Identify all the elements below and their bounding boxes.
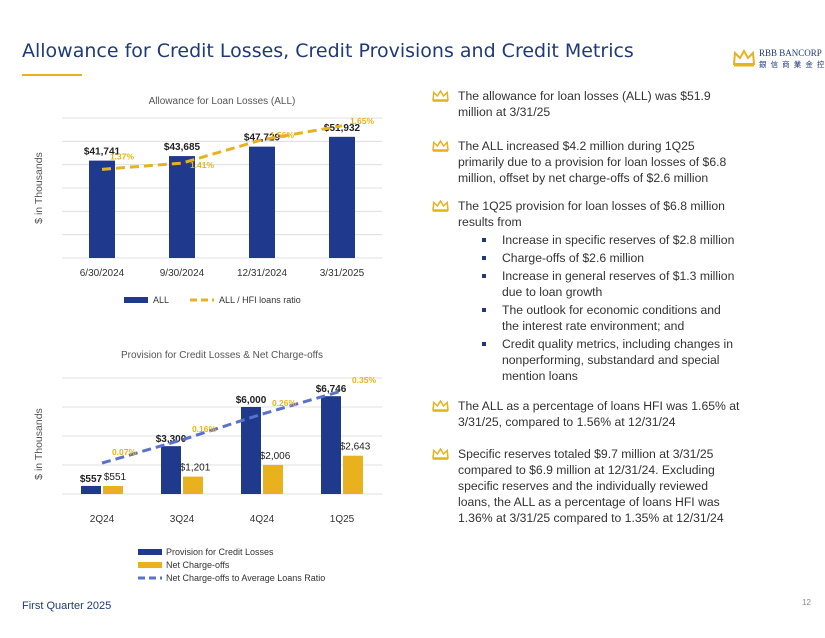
title-underline (22, 74, 82, 76)
crown-bullet-icon (432, 90, 449, 102)
bullet-text: The ALL increased $4.2 million during 1Q… (458, 139, 727, 185)
x-tick-label: 4Q24 (250, 514, 275, 525)
ratio-label: 0.35% (352, 375, 377, 385)
all-bar-label: $51,932 (324, 123, 361, 134)
legend-label-ratio: Net Charge-offs to Average Loans Ratio (166, 573, 325, 583)
sub-bullet-item: Charge-offs of $2.6 million (458, 250, 817, 266)
page-title: Allowance for Credit Losses, Credit Prov… (22, 40, 634, 62)
bullet-text: The ALL as a percentage of loans HFI was… (458, 399, 740, 429)
x-tick-label: 3/31/2025 (320, 268, 365, 279)
ratio-line (101, 389, 343, 465)
x-tick-label: 2Q24 (90, 514, 115, 525)
logo-chinese-name: 銀 信 商 業 金 控 (759, 60, 825, 69)
sub-bullet-list: Increase in specific reserves of $2.8 mi… (458, 232, 817, 384)
x-tick-label: 3Q24 (170, 514, 195, 525)
chart-title: Provision for Credit Losses & Net Charge… (121, 350, 323, 361)
x-tick-label: 1Q25 (330, 514, 355, 525)
all-bar-label: $43,685 (164, 142, 201, 153)
provision-bar (81, 485, 101, 494)
legend-swatch-net-charge-offs (138, 562, 162, 568)
legend-label-ratio: ALL / HFI loans ratio (219, 295, 301, 305)
provision-bar-label: $6,000 (236, 395, 267, 406)
bullet-item: The allowance for loan losses (ALL) was … (432, 88, 817, 120)
x-tick-label: 6/30/2024 (80, 268, 125, 279)
provision-bar-label: $6,746 (316, 384, 347, 395)
crown-bullet-icon (432, 400, 449, 412)
provision-bar (161, 446, 181, 494)
all-bar (169, 156, 195, 258)
legend-label-net-charge-offs: Net Charge-offs (166, 560, 230, 570)
bullet-item: The ALL increased $4.2 million during 1Q… (432, 138, 817, 186)
crown-bullet-icon (432, 448, 449, 460)
legend-swatch-provision (138, 549, 162, 555)
net-charge-off-label: $1,201 (180, 463, 211, 474)
logo-name: RBB BANCORP (759, 48, 822, 58)
legend-label-all: ALL (153, 295, 169, 305)
x-tick-label: 9/30/2024 (160, 268, 205, 279)
bullet-text: The allowance for loan losses (ALL) was … (458, 89, 711, 119)
legend-label-provision: Provision for Credit Losses (166, 547, 274, 557)
all-bar (329, 136, 355, 258)
bullet-text: Specific reserves totaled $9.7 million a… (458, 447, 724, 525)
sub-bullet-item: Increase in general reserves of $1.3 mil… (458, 268, 817, 300)
allowance-chart: Allowance for Loan Losses (ALL) $ in Thou… (0, 88, 420, 328)
allowance-chart-svg: Allowance for Loan Losses (ALL) $ in Thou… (33, 96, 382, 305)
bullet-item: The 1Q25 provision for loan losses of $6… (432, 198, 817, 384)
provision-chart-svg: Provision for Credit Losses & Net Charge… (33, 350, 382, 583)
net-charge-off-bar (103, 486, 123, 494)
crown-icon (732, 48, 756, 67)
company-logo: RBB BANCORP 銀 信 商 業 金 控 (732, 46, 825, 70)
ratio-label: 1.56% (270, 130, 295, 140)
ratio-label: 1.65% (350, 116, 375, 126)
ratio-label: 0.07% (112, 447, 137, 457)
footer-text: First Quarter 2025 (22, 600, 112, 612)
sub-bullet-item: The outlook for economic conditions and … (458, 302, 817, 334)
provision-bar (321, 396, 341, 494)
crown-bullet-icon (432, 140, 449, 152)
bullet-list: The allowance for loan losses (ALL) was … (432, 88, 817, 526)
x-tick-label: 12/31/2024 (237, 268, 287, 279)
sub-bullet-item: Credit quality metrics, including change… (458, 336, 817, 384)
page-number: 12 (802, 598, 811, 607)
all-bar-label: $41,741 (84, 147, 121, 158)
provision-bar (241, 407, 261, 494)
net-charge-off-label: $2,643 (340, 442, 371, 453)
sub-bullet-item: Increase in specific reserves of $2.8 mi… (458, 232, 817, 248)
all-bar-label: $47,729 (244, 133, 281, 144)
y-axis-label: $ in Thousands (33, 408, 45, 480)
net-charge-off-bar (343, 455, 363, 494)
provision-bar-label: $3,300 (156, 434, 187, 445)
ratio-label: 1.41% (190, 160, 215, 170)
ratio-label: 1.37% (110, 151, 135, 161)
provision-chart: Provision for Credit Losses & Net Charge… (0, 342, 420, 597)
net-charge-off-bar (263, 464, 283, 494)
net-charge-off-label: $551 (104, 472, 127, 483)
provision-bar-label: $557 (80, 474, 103, 485)
crown-bullet-icon (432, 200, 449, 212)
legend-swatch-all (124, 297, 148, 303)
ratio-label: 0.26% (272, 398, 297, 408)
bullet-item: The ALL as a percentage of loans HFI was… (432, 398, 817, 430)
y-axis-label: $ in Thousands (33, 152, 45, 224)
net-charge-off-label: $2,006 (260, 451, 291, 462)
ratio-line (101, 124, 343, 171)
ratio-label: 0.16% (192, 424, 217, 434)
all-bar (249, 146, 275, 258)
bullet-item: Specific reserves totaled $9.7 million a… (432, 446, 817, 526)
all-bar (89, 160, 115, 258)
chart-title: Allowance for Loan Losses (ALL) (149, 96, 296, 107)
bullet-text: The 1Q25 provision for loan losses of $6… (458, 199, 725, 229)
net-charge-off-bar (183, 476, 203, 494)
